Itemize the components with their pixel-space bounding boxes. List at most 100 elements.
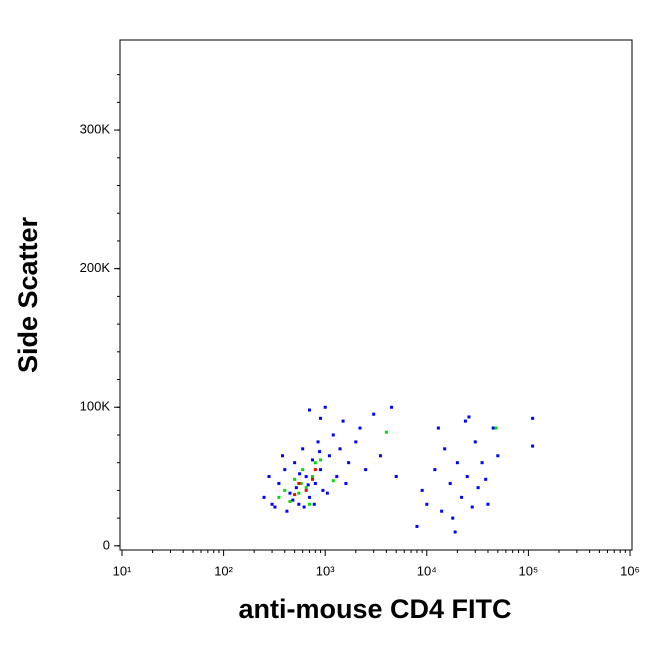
x-tick-label: 10⁶ [620,563,640,578]
point [390,405,394,409]
x-tick-label: 10⁵ [518,563,538,578]
point [304,475,308,479]
point [473,440,477,444]
point [281,454,285,458]
point [460,495,464,499]
point [311,475,315,479]
point [338,447,342,451]
x-tick-label: 10² [214,563,233,578]
point [323,405,327,409]
point [331,433,335,437]
point [372,412,376,416]
point [311,477,315,481]
point [273,505,277,509]
point [302,505,306,509]
point [294,486,298,490]
point [267,475,271,479]
point [440,509,444,513]
point [304,488,308,492]
x-axis-title: anti-mouse CD4 FITC [238,594,511,624]
point [325,491,329,495]
point [311,458,315,462]
point [293,493,297,497]
y-tick-label: 300K [80,122,111,137]
point [277,481,281,485]
point [496,454,500,458]
plot-frame [119,39,633,551]
point [301,447,305,451]
point [476,486,480,490]
point [293,477,297,481]
point [486,502,490,506]
point [384,430,388,434]
point [307,502,311,506]
point [285,509,289,513]
y-tick-label: 200K [80,260,111,275]
point [344,481,348,485]
point [347,461,351,465]
point [307,495,311,499]
point [467,415,471,419]
point [313,468,317,472]
point [262,495,266,499]
point [304,486,308,490]
point [306,483,310,487]
point [448,481,452,485]
point [463,419,467,423]
point [270,502,274,506]
point [341,419,345,423]
point [378,454,382,458]
point [283,468,287,472]
point [298,472,302,476]
point [420,488,424,492]
point [364,468,368,472]
point [297,491,301,495]
point [358,426,362,430]
y-tick-label: 0 [103,537,110,552]
point [425,502,429,506]
point [316,440,320,444]
point [433,468,437,472]
point [494,426,498,430]
point [318,450,322,454]
point [297,481,301,485]
point [465,475,469,479]
point [321,488,325,492]
point [319,468,323,472]
point [443,447,447,451]
point [394,475,398,479]
point [331,479,335,483]
point [283,488,287,492]
point [531,444,535,448]
point [415,524,419,528]
point [480,461,484,465]
point [491,426,495,430]
point [335,475,339,479]
x-tick-label: 10⁴ [417,563,437,578]
point [312,502,316,506]
point [313,481,317,485]
point [299,481,303,485]
point [354,440,358,444]
point [307,408,311,412]
point [288,491,292,495]
point [484,477,488,481]
point [291,498,295,502]
point [319,416,323,420]
point [301,468,305,472]
point [436,426,440,430]
point [455,461,459,465]
point [293,461,297,465]
point [313,461,317,465]
y-tick-label: 100K [80,399,111,414]
point [288,499,292,503]
point [453,530,457,534]
point [319,458,323,462]
x-tick-label: 10³ [316,563,335,578]
point [327,454,331,458]
point [297,502,301,506]
y-axis-title: Side Scatter [13,216,43,373]
point [531,416,535,420]
point [277,495,281,499]
